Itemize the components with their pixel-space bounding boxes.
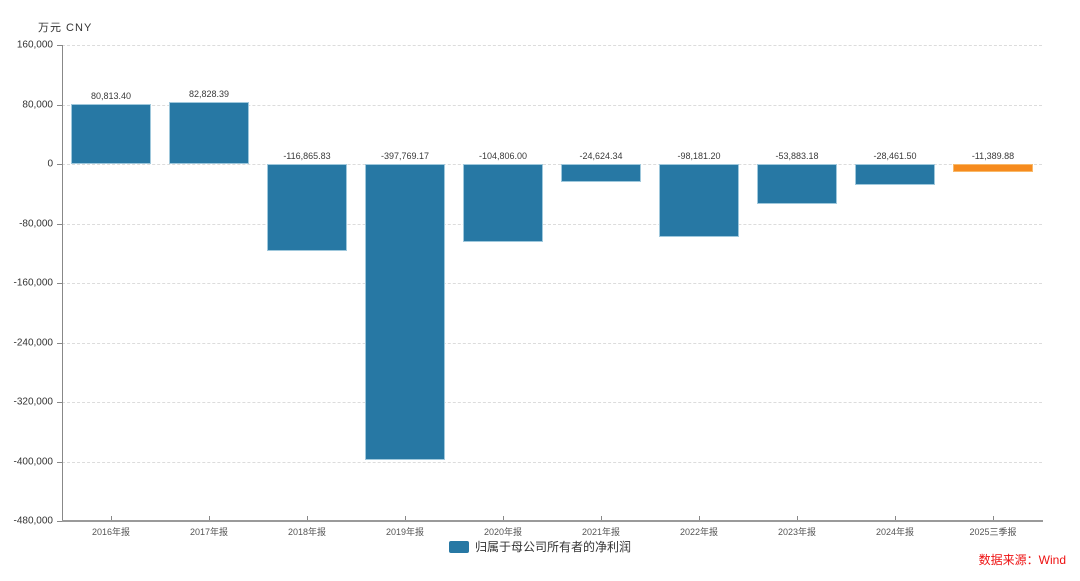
bar[interactable] <box>561 164 641 183</box>
y-axis-tick-mark <box>57 283 62 284</box>
bar-value-label: -28,461.50 <box>873 151 917 161</box>
x-axis-tick-label: 2025三季报 <box>969 527 1017 537</box>
bar-value-label: -98,181.20 <box>677 151 721 161</box>
bar[interactable] <box>659 164 739 238</box>
bar-value-label: -397,769.17 <box>380 151 430 161</box>
gridline <box>62 104 1042 106</box>
y-axis-tick-mark <box>57 461 62 463</box>
x-axis-tick-label: 2018年报 <box>287 527 327 537</box>
y-axis-tick-label: 80,000 <box>22 99 53 110</box>
x-axis-tick-label: 2023年报 <box>777 527 817 537</box>
y-axis-unit-label: 万元 CNY <box>38 22 93 34</box>
bar[interactable] <box>169 102 249 164</box>
y-axis-tick-label: 0 <box>47 158 53 170</box>
y-axis-tick-mark <box>57 342 62 344</box>
y-axis-line <box>62 45 63 522</box>
plot-area: 80,813.40 82,828.39 -116,865.83 -397,769.17… <box>62 45 1042 521</box>
x-axis-tick-label: 2024年报 <box>875 527 915 537</box>
bar[interactable] <box>365 164 445 460</box>
x-axis-tick-mark <box>307 516 308 521</box>
bar-value-label: -116,865.83 <box>283 151 331 161</box>
gridline <box>62 461 1042 463</box>
x-axis-tick-mark <box>797 516 798 521</box>
x-axis-tick-mark <box>895 516 896 521</box>
gridline <box>62 45 1042 46</box>
y-axis-tick-label: -400,000 <box>13 456 53 467</box>
y-axis-tick-label: -240,000 <box>13 337 53 348</box>
x-axis-tick-mark <box>699 516 700 521</box>
bar[interactable] <box>855 164 935 186</box>
bar-value-label: -53,883.18 <box>775 151 819 161</box>
x-axis-tick-label: 2022年报 <box>679 527 719 537</box>
x-axis-tick-label: 2017年报 <box>189 527 229 537</box>
y-axis-tick-label: 160,000 <box>16 39 53 51</box>
x-axis-tick-mark <box>601 516 602 521</box>
y-axis-tick-mark <box>57 521 62 522</box>
bar[interactable] <box>757 164 837 205</box>
bar-value-label: 80,813.40 <box>90 90 132 101</box>
x-axis-tick-label: 2021年报 <box>581 527 621 537</box>
y-axis-tick-label: -320,000 <box>13 396 53 408</box>
y-axis-tick-mark <box>57 164 62 165</box>
gridline <box>62 164 1042 165</box>
y-axis-tick-label: -80,000 <box>19 218 53 229</box>
bar-value-label: 82,828.39 <box>188 89 230 100</box>
gridline <box>62 283 1042 284</box>
bar-value-label: -24,624.34 <box>579 151 623 161</box>
y-axis-tick-mark <box>57 223 62 225</box>
gridline <box>62 342 1042 344</box>
x-axis-tick-label: 2020年报 <box>483 527 523 537</box>
data-source-label: 数据来源：Wind <box>978 553 1066 567</box>
bar-value-label: -11,389.88 <box>971 151 1015 161</box>
x-axis-tick-label: 2019年报 <box>385 527 425 537</box>
x-axis-tick-mark <box>993 516 994 521</box>
x-axis-tick-label: 2016年报 <box>91 527 131 537</box>
bar-value-label: -104,806.00 <box>478 151 528 161</box>
gridline <box>62 223 1042 225</box>
gridline <box>62 402 1042 403</box>
x-axis-line <box>62 520 1043 522</box>
bar-highlighted[interactable] <box>953 164 1033 173</box>
legend-label: 归属于母公司所有者的净利润 <box>474 540 631 554</box>
y-axis-tick-label: -480,000 <box>13 515 53 527</box>
legend-swatch-icon <box>448 540 469 553</box>
y-axis-tick-mark <box>57 104 62 106</box>
legend-item[interactable]: 归属于母公司所有者的净利润 <box>0 538 1080 555</box>
bar[interactable] <box>267 164 347 251</box>
y-axis-tick-mark <box>57 402 62 403</box>
bar[interactable] <box>463 164 543 242</box>
y-axis-tick-mark <box>57 45 62 46</box>
y-axis-tick-label: -160,000 <box>13 277 53 289</box>
x-axis-tick-mark <box>111 516 112 521</box>
bar[interactable] <box>71 103 151 164</box>
x-axis-tick-mark <box>405 516 406 521</box>
x-axis-tick-mark <box>503 516 504 521</box>
x-axis-tick-mark <box>209 516 210 521</box>
